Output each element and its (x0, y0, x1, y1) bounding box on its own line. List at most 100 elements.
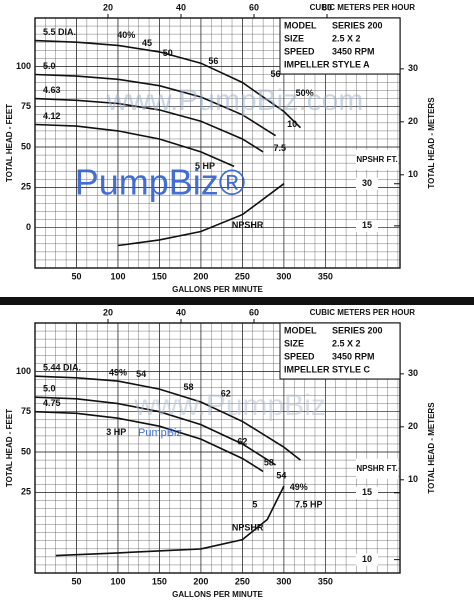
x-tick-label: 250 (235, 271, 250, 281)
y-axis-title: TOTAL HEAD - FEET (5, 409, 14, 487)
x2-tick-label: 40 (176, 2, 186, 12)
y2-tick-label: 10 (408, 169, 418, 179)
annotation: 5 HP (195, 161, 215, 171)
curve-label: 4.12 (43, 111, 61, 121)
info-value: 3450 RPM (332, 46, 375, 56)
x2-axis-title: CUBIC METERS PER HOUR (310, 308, 416, 317)
npshr-tick-label: 30 (362, 178, 372, 188)
x-tick-label: 350 (318, 271, 333, 281)
x2-tick-label: 20 (103, 2, 113, 12)
annotation: 54 (276, 471, 286, 481)
curve-label: 5.5 DIA. (43, 27, 76, 37)
y2-tick-label: 10 (408, 474, 418, 484)
y2-tick-label: 30 (408, 368, 418, 378)
info-label: SIZE (284, 33, 304, 43)
annotation: 56 (208, 56, 218, 66)
y-tick-label: 25 (21, 487, 31, 497)
curve (34, 410, 264, 473)
info-label: IMPELLER (284, 59, 330, 69)
info-value: 2.5 X 2 (332, 33, 361, 43)
info-value: 3450 RPM (332, 351, 375, 361)
info-box (279, 322, 401, 380)
annotation: 58 (264, 458, 274, 468)
label-bg (356, 486, 378, 499)
label-bg (356, 149, 398, 170)
label-bg (356, 553, 378, 566)
info-value: STYLE C (332, 364, 371, 374)
curve-label: 4.63 (43, 85, 61, 95)
annotation: 45 (142, 38, 152, 48)
curve-label: NPSHR (232, 522, 264, 532)
npshr-tick-label: 15 (362, 220, 372, 230)
x2-tick-label: 40 (176, 307, 186, 317)
npshr-tick-label: 10 (362, 554, 372, 564)
x-axis-title: GALLONS PER MINUTE (172, 590, 263, 599)
info-label: IMPELLER (284, 364, 330, 374)
annotation: 7.5 (273, 143, 286, 153)
x-tick-label: 50 (71, 576, 81, 586)
y-tick-label: 50 (21, 141, 31, 151)
curve-label: NPSHR (232, 220, 264, 230)
x2-tick-label: 60 (249, 307, 259, 317)
annotation: 56 (271, 69, 281, 79)
x-tick-label: 150 (152, 271, 167, 281)
separator (0, 297, 474, 305)
info-value: SERIES 200 (332, 325, 383, 335)
npshr-tick-label: 15 (362, 487, 372, 497)
y-tick-label: 50 (21, 446, 31, 456)
x2-tick-label: 60 (249, 2, 259, 12)
label-bg (356, 219, 378, 232)
npshr-axis-title: NPSHR FT. (356, 155, 397, 164)
y2-tick-label: 20 (408, 421, 418, 431)
label-bg (356, 177, 378, 190)
annotation: 62 (221, 388, 231, 398)
x-tick-label: 200 (193, 271, 208, 281)
y2-axis-title: TOTAL HEAD - METERS (427, 97, 436, 189)
chart: 50 100 150 200 250 300 350 20 40 60 25 50 75 100 10 20 3… (5, 307, 436, 599)
watermark: www.PumpBiz (133, 389, 326, 422)
y-tick-label: 0 (26, 222, 31, 232)
x-tick-label: 100 (110, 576, 125, 586)
chart: 50 100 150 200 250 300 350 20 40 60 80 0 25 50 75 100 10… (5, 2, 436, 294)
annotation: 3 HP (106, 427, 126, 437)
x-tick-label: 200 (193, 576, 208, 586)
y-tick-label: 25 (21, 182, 31, 192)
curve (34, 396, 277, 466)
info-value: SERIES 200 (332, 20, 383, 30)
annotation: 54 (136, 369, 146, 379)
label-bg (356, 458, 398, 479)
annotation: 50% (296, 88, 314, 98)
curve (34, 375, 301, 461)
x2-tick-label: 80 (322, 2, 332, 12)
annotation: 49% (290, 482, 308, 492)
info-label: MODEL (284, 325, 317, 335)
info-label: SPEED (284, 351, 315, 361)
curve (117, 183, 285, 247)
y2-tick-label: 30 (408, 63, 418, 73)
plot-frame (34, 17, 401, 269)
x-tick-label: 150 (152, 576, 167, 586)
x-tick-label: 250 (235, 576, 250, 586)
curve-label: 5.44 DIA. (43, 363, 81, 373)
y-tick-label: 75 (21, 406, 31, 416)
info-label: MODEL (284, 20, 317, 30)
curve (34, 73, 277, 137)
annotation: 58 (183, 382, 193, 392)
curve-label: 4.75 (43, 398, 61, 408)
x-axis-title: GALLONS PER MINUTE (172, 285, 263, 294)
info-box (279, 17, 401, 75)
y-tick-label: 100 (16, 366, 31, 376)
y2-axis-title: TOTAL HEAD - METERS (427, 402, 436, 494)
x-tick-label: 300 (276, 576, 291, 586)
curve-label: 5.0 (43, 61, 56, 71)
annotation: 40% (117, 30, 135, 40)
info-value: STYLE A (332, 59, 370, 69)
curve (34, 39, 302, 129)
y-tick-label: 75 (21, 101, 31, 111)
x-tick-label: 100 (110, 271, 125, 281)
npshr-axis-title: NPSHR FT. (356, 464, 397, 473)
annotation: 50 (163, 48, 173, 58)
info-value: 2.5 X 2 (332, 338, 361, 348)
x2-axis-title: CUBIC METERS PER HOUR (310, 3, 416, 12)
